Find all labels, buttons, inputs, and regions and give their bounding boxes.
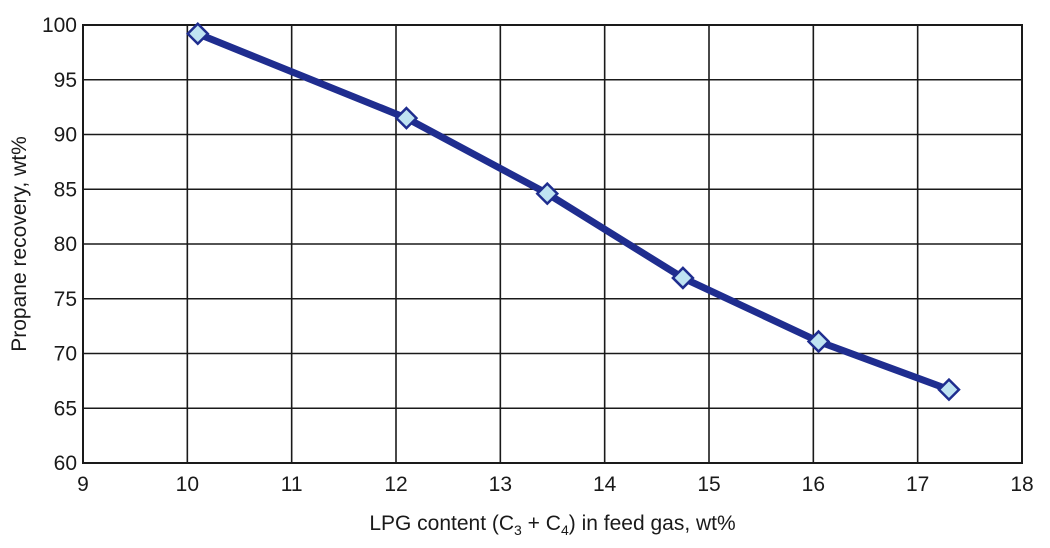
data-point-marker [185, 21, 210, 46]
x-tick-label: 13 [489, 473, 512, 496]
x-axis-title-part: LPG content (C [369, 512, 514, 535]
y-tick-label: 80 [54, 233, 77, 256]
data-point-marker [671, 266, 695, 290]
data-point-marker [806, 329, 831, 354]
x-tick-label: 12 [384, 473, 407, 496]
y-tick-label: 95 [54, 69, 77, 92]
y-tick-label: 70 [54, 343, 77, 366]
y-tick-label: 60 [54, 452, 77, 475]
y-tick-label: 85 [54, 178, 77, 201]
x-tick-label: 18 [1010, 473, 1033, 496]
x-axis-title: LPG content (C3 + C4) in feed gas, wt% [369, 512, 735, 538]
x-axis-title-part: + C [522, 512, 561, 535]
data-point-marker [937, 377, 961, 402]
x-tick-label: 11 [281, 473, 303, 496]
y-axis-title: Propane recovery, wt% [8, 136, 31, 352]
x-tick-label: 17 [906, 473, 929, 496]
grid [82, 24, 1023, 464]
series-line [194, 30, 953, 394]
x-tick-label: 15 [697, 473, 720, 496]
x-axis-tick-labels: 9 10 11 12 13 14 15 16 17 18 [77, 473, 1034, 496]
data-point-marker [535, 181, 560, 206]
y-tick-label: 65 [54, 397, 77, 420]
x-axis-title-subscript: 3 [514, 522, 522, 538]
y-tick-label: 90 [54, 124, 77, 147]
y-tick-label: 100 [42, 14, 77, 37]
x-tick-label: 9 [77, 473, 89, 496]
data-point-marker [394, 106, 419, 130]
data-point-markers [185, 21, 961, 402]
series-line-group [194, 30, 953, 394]
x-axis-title-subscript: 4 [561, 522, 569, 538]
y-axis-tick-labels: 60 65 70 75 80 85 90 95 100 [42, 14, 77, 475]
plot-area-border [82, 24, 1023, 464]
x-axis-title-part: ) in feed gas, wt% [569, 512, 736, 535]
x-tick-label: 14 [593, 473, 617, 496]
x-tick-label: 16 [802, 473, 825, 496]
x-tick-label: 10 [176, 473, 199, 496]
y-tick-label: 75 [54, 288, 77, 311]
